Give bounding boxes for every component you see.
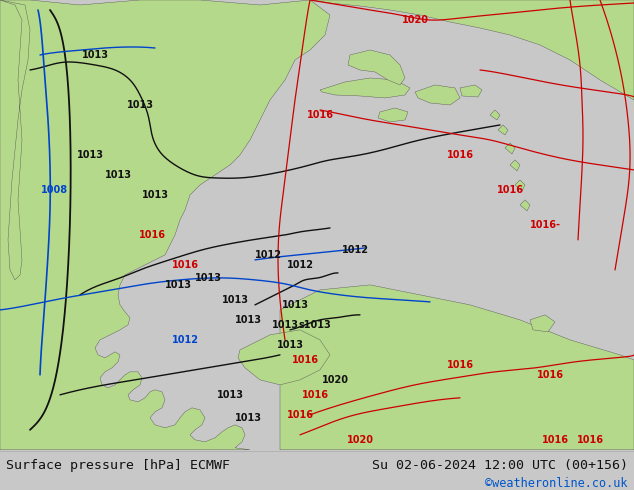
Text: Surface pressure [hPa] ECMWF: Surface pressure [hPa] ECMWF [6, 459, 230, 471]
Polygon shape [320, 78, 410, 98]
Polygon shape [348, 50, 405, 85]
Polygon shape [310, 0, 634, 100]
Text: 1013: 1013 [164, 280, 191, 290]
Text: 1008: 1008 [41, 185, 68, 195]
Text: Su 02-06-2024 12:00 UTC (00+156): Su 02-06-2024 12:00 UTC (00+156) [372, 459, 628, 471]
Text: 1013: 1013 [235, 315, 261, 325]
Text: ©weatheronline.co.uk: ©weatheronline.co.uk [485, 477, 628, 490]
Polygon shape [520, 200, 530, 211]
Text: 1016: 1016 [287, 410, 313, 420]
Text: 1012: 1012 [287, 260, 313, 270]
Text: 1013: 1013 [276, 340, 304, 350]
Text: 1013: 1013 [195, 273, 221, 283]
Polygon shape [280, 285, 634, 450]
Text: 1016-: 1016- [529, 220, 560, 230]
Text: 1013: 1013 [235, 413, 261, 423]
Polygon shape [530, 315, 555, 332]
Text: 1016: 1016 [541, 435, 569, 445]
Polygon shape [515, 180, 525, 191]
Polygon shape [415, 85, 460, 105]
Text: 1013: 1013 [141, 190, 169, 200]
Text: 1016: 1016 [446, 360, 474, 370]
Text: 1016: 1016 [576, 435, 604, 445]
Polygon shape [378, 108, 408, 122]
Polygon shape [238, 330, 330, 385]
Text: 1016: 1016 [496, 185, 524, 195]
Text: 1013: 1013 [221, 295, 249, 305]
Text: 1016: 1016 [446, 150, 474, 160]
Text: s1013: s1013 [299, 320, 332, 330]
Text: 1016: 1016 [138, 230, 165, 240]
Polygon shape [0, 0, 30, 280]
Text: 1012: 1012 [342, 245, 368, 255]
Text: 1013: 1013 [82, 50, 108, 60]
Polygon shape [498, 125, 508, 135]
Polygon shape [490, 110, 500, 120]
Text: 1013: 1013 [281, 300, 309, 310]
Text: 1013: 1013 [271, 320, 299, 330]
Text: 1013: 1013 [127, 100, 153, 110]
Polygon shape [510, 160, 520, 171]
Text: 1013: 1013 [77, 150, 103, 160]
Text: 1012: 1012 [172, 335, 198, 345]
Text: 1020: 1020 [347, 435, 373, 445]
Text: 1016: 1016 [306, 110, 333, 120]
Text: 1020: 1020 [401, 15, 429, 25]
Text: 1016: 1016 [302, 390, 328, 400]
Text: 1016: 1016 [292, 355, 318, 365]
Polygon shape [460, 85, 482, 97]
Text: 1016: 1016 [172, 260, 198, 270]
Text: 1012: 1012 [254, 250, 281, 260]
Text: 1020: 1020 [321, 375, 349, 385]
Text: 1016: 1016 [536, 370, 564, 380]
Text: 1013: 1013 [105, 170, 131, 180]
Polygon shape [0, 0, 330, 450]
Polygon shape [505, 143, 515, 154]
Text: 1013: 1013 [216, 390, 243, 400]
